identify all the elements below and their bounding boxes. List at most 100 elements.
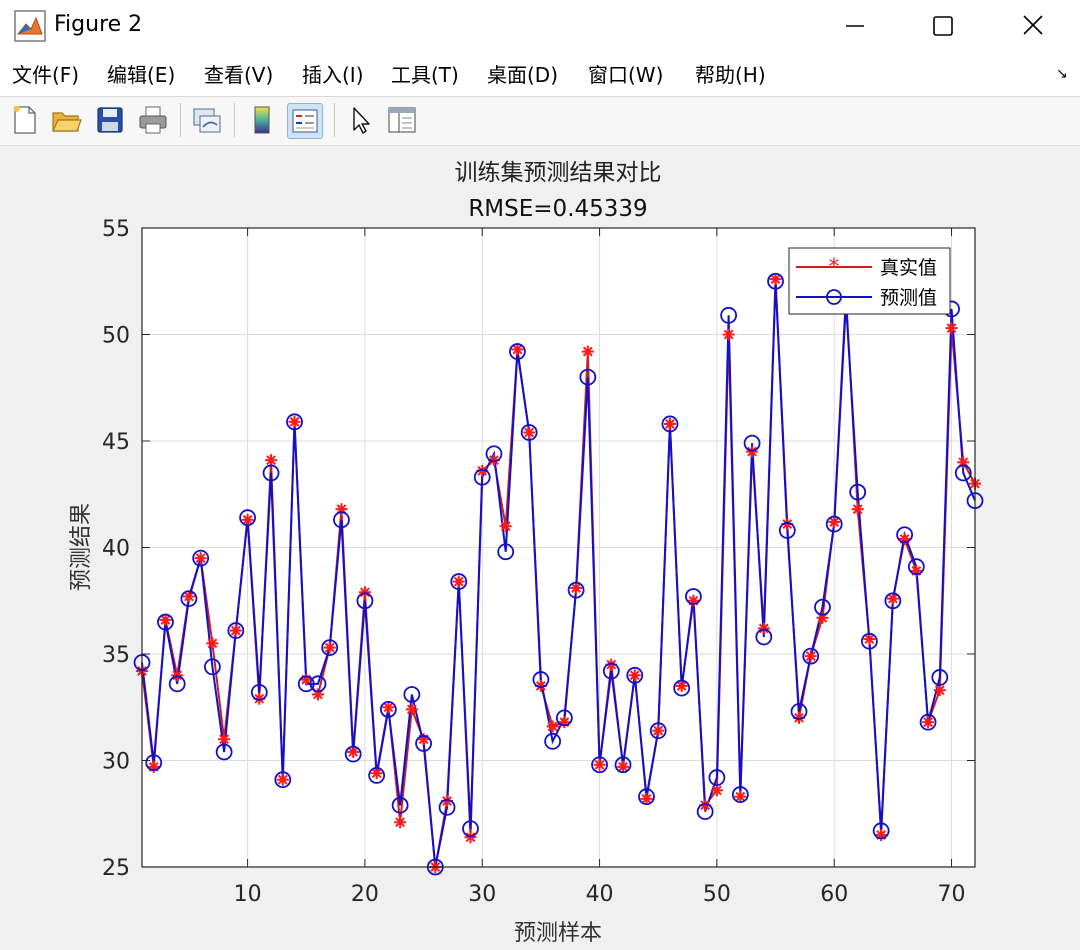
data-point-true [511, 343, 524, 356]
data-point-pred [591, 756, 608, 774]
chart-title: 训练集预测结果对比 [455, 160, 662, 186]
data-point-pred [379, 700, 397, 718]
data-point-true [499, 520, 512, 533]
x-tick-label: 10 [234, 882, 262, 907]
new-figure-icon[interactable] [8, 103, 42, 137]
data-point-pred [861, 632, 878, 650]
data-point-true [241, 513, 254, 526]
data-point-true [746, 445, 759, 458]
data-point-pred [286, 413, 303, 431]
data-point-true [722, 328, 735, 341]
print-icon[interactable] [136, 103, 170, 137]
data-point-true [171, 669, 184, 682]
menu-window[interactable]: 窗口(W) [588, 63, 664, 87]
data-point-pred [555, 709, 573, 727]
data-point-true [828, 515, 841, 528]
menu-edit[interactable]: 编辑(E) [107, 63, 176, 87]
edit-plot-icon[interactable] [344, 103, 378, 137]
data-point-true [757, 622, 770, 635]
data-point-true [863, 633, 876, 646]
data-point-pred [344, 745, 362, 763]
data-point-pred [685, 588, 702, 605]
data-point-pred [274, 771, 292, 789]
data-point-true [687, 594, 700, 607]
dock-arrow-icon[interactable]: ↘ [1056, 66, 1068, 82]
data-point-true [581, 345, 594, 358]
x-tick-label: 60 [820, 882, 848, 907]
data-point-pred [532, 671, 550, 688]
colorbar-icon[interactable] [245, 103, 279, 137]
matlab-figure-icon [14, 10, 46, 42]
legend[interactable]: * 真实值 预测值 [788, 247, 951, 315]
chart-subtitle: RMSE=0.45339 [468, 196, 647, 222]
legend-label-pred: 预测值 [880, 287, 937, 309]
data-point-pred [309, 675, 327, 693]
line-chart: 10 20 30 40 50 60 70 25 30 35 40 45 50 55 训练集预测结果对比 R… [69, 160, 984, 946]
data-point-pred [462, 820, 479, 838]
x-tick-label: 70 [938, 882, 966, 907]
maximize-button[interactable] [898, 0, 988, 52]
data-point-pred [872, 822, 890, 840]
data-point-pred [626, 666, 644, 684]
data-point-true [886, 592, 899, 605]
data-point-pred [403, 686, 421, 703]
data-point-true [628, 669, 641, 682]
y-tick-label: 25 [102, 856, 130, 881]
data-point-pred [415, 735, 432, 752]
data-point-true [464, 831, 477, 844]
data-point-true [640, 792, 653, 805]
menu-tools[interactable]: 工具(T) [391, 63, 459, 87]
data-point-pred [145, 754, 163, 772]
menu-desktop[interactable]: 桌面(D) [487, 63, 559, 87]
menu-help[interactable]: 帮助(H) [695, 63, 766, 87]
data-point-true [323, 641, 336, 654]
data-point-pred [731, 786, 749, 803]
data-point-true [593, 758, 606, 771]
legend-icon[interactable] [287, 103, 323, 139]
data-point-pred [438, 798, 456, 816]
maximize-icon [933, 16, 953, 36]
series-line-pred [141, 281, 976, 868]
data-point-true [617, 760, 630, 773]
data-point-pred [497, 543, 515, 561]
data-point-pred [954, 464, 972, 482]
data-point-pred [297, 675, 315, 693]
save-icon[interactable] [93, 103, 127, 137]
data-point-true [370, 767, 383, 780]
data-point-pred [250, 683, 268, 701]
data-point-pred [814, 598, 831, 616]
data-point-pred [157, 613, 174, 631]
data-point-pred [333, 511, 350, 529]
data-point-true [405, 703, 418, 716]
minimize-button[interactable] [810, 0, 900, 52]
property-inspector-icon[interactable] [385, 103, 419, 137]
toolbar-separator [180, 103, 181, 137]
data-point-true [710, 784, 723, 797]
link-plot-icon[interactable] [190, 103, 224, 137]
y-tick-label: 40 [102, 537, 130, 562]
open-file-icon[interactable] [49, 103, 83, 137]
data-point-true [546, 720, 559, 733]
data-point-pred [884, 592, 902, 610]
toolbar-separator [334, 103, 335, 137]
data-point-true [182, 590, 195, 603]
menu-file[interactable]: 文件(F) [12, 63, 80, 87]
data-point-true [804, 650, 817, 663]
close-button[interactable] [988, 0, 1078, 52]
data-point-true [194, 552, 207, 565]
data-point-pred [649, 722, 667, 740]
menu-view[interactable]: 查看(V) [204, 63, 274, 87]
data-point-pred [919, 713, 937, 731]
menu-insert[interactable]: 插入(I) [302, 63, 364, 87]
data-point-pred [509, 343, 526, 360]
figure-canvas: 10 20 30 40 50 60 70 25 30 35 40 45 50 55 训练集预测结果对比 R… [0, 146, 1080, 950]
data-point-true [394, 816, 407, 829]
data-point-pred [802, 647, 820, 665]
data-point-true [347, 745, 360, 758]
data-point-true [229, 624, 242, 637]
data-point-pred [778, 522, 796, 539]
data-point-true [675, 679, 688, 692]
data-point-pred [391, 796, 409, 814]
y-tick-label: 50 [102, 324, 130, 349]
y-axis-label: 预测结果 [69, 503, 94, 591]
